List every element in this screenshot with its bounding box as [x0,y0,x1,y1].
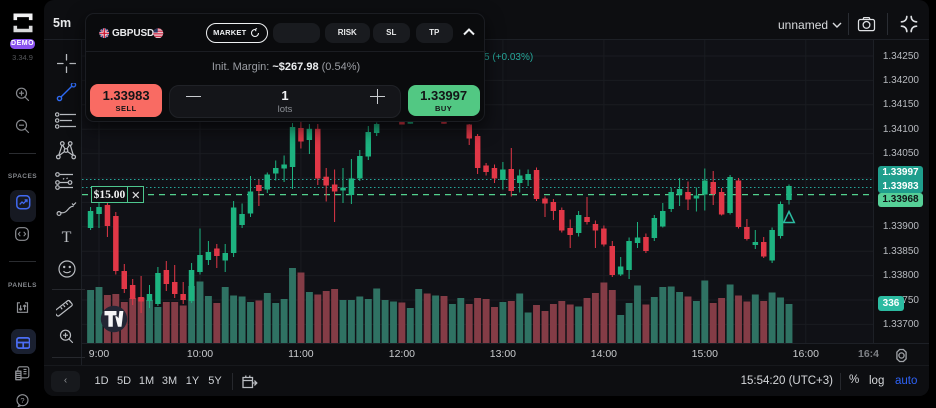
svg-text:?: ? [20,396,24,405]
